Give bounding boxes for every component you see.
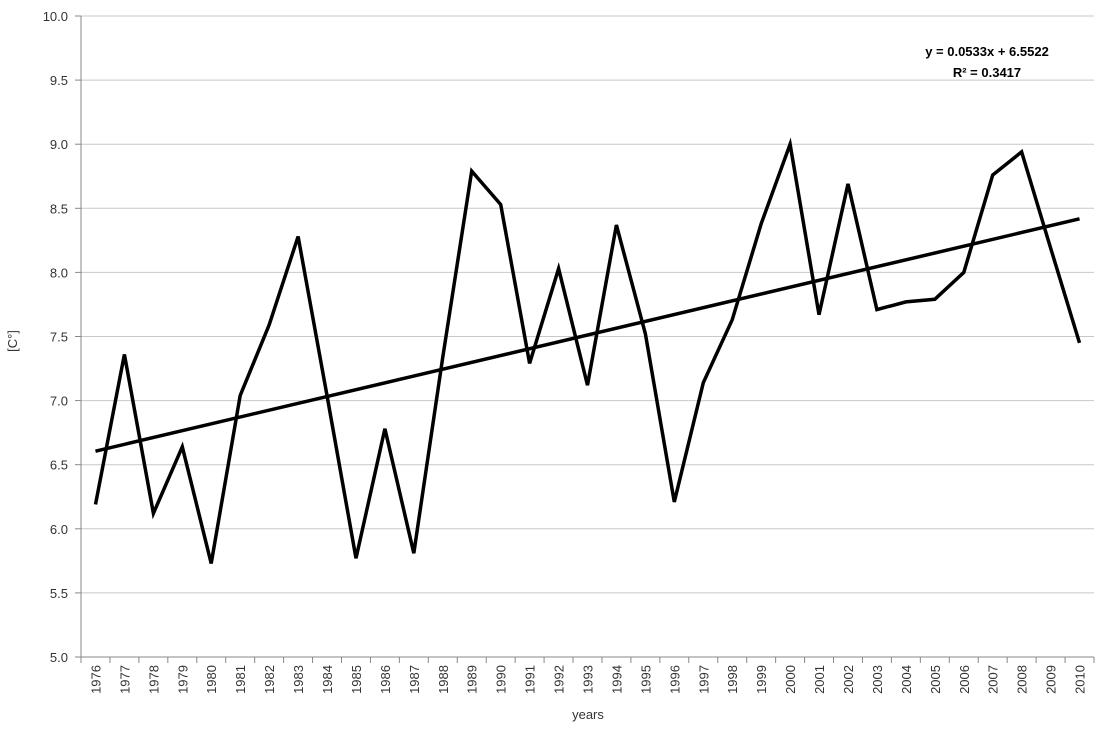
- y-tick-label: 8.5: [50, 201, 68, 216]
- x-tick-label: 1999: [754, 665, 769, 694]
- x-tick-label: 1989: [465, 665, 480, 694]
- x-tick-label: 1995: [638, 665, 653, 694]
- x-tick-label: 2003: [870, 665, 885, 694]
- y-axis-title: [C°]: [5, 330, 20, 352]
- x-tick-label: 2006: [957, 665, 972, 694]
- x-tick-label: 1983: [291, 665, 306, 694]
- x-tick-label: 1990: [494, 665, 509, 694]
- x-tick-label: 1996: [667, 665, 682, 694]
- x-tick-label: 2005: [928, 665, 943, 694]
- y-tick-label: 9.5: [50, 73, 68, 88]
- x-tick-label: 2007: [986, 665, 1001, 694]
- x-tick-label: 2001: [812, 665, 827, 694]
- x-tick-label: 1986: [378, 665, 393, 694]
- x-tick-label: 2008: [1015, 665, 1030, 694]
- x-tick-label: 1980: [204, 665, 219, 694]
- x-tick-label: 1984: [320, 665, 335, 694]
- x-tick-label: 1991: [523, 665, 538, 694]
- x-tick-label: 1982: [262, 665, 277, 694]
- y-tick-label: 9.0: [50, 137, 68, 152]
- x-axis-ticks: 1976 1977 1978 1979 1980 1981 1982 1983 1984 1985…: [80, 657, 1095, 694]
- y-tick-label: 6.5: [50, 458, 68, 473]
- series-line: [93, 137, 1082, 564]
- x-axis-title: years: [572, 707, 604, 722]
- x-tick-label: 1993: [581, 665, 596, 694]
- x-tick-label: 1978: [146, 665, 161, 694]
- series-group: [93, 137, 1082, 564]
- x-tick-label: 1976: [88, 665, 103, 694]
- x-tick-label: 1979: [175, 665, 190, 694]
- x-tick-label: 2002: [841, 665, 856, 694]
- x-tick-label: 2010: [1073, 665, 1088, 694]
- y-tick-label: 7.0: [50, 394, 68, 409]
- x-tick-label: 1988: [436, 665, 451, 694]
- x-tick-label: 1997: [696, 665, 711, 694]
- y-tick-label: 5.0: [50, 650, 68, 665]
- x-tick-label: 1981: [233, 665, 248, 694]
- x-tick-label: 1977: [117, 665, 132, 694]
- x-tick-label: 2000: [783, 665, 798, 694]
- x-tick-label: 1998: [725, 665, 740, 694]
- x-tick-label: 1992: [552, 665, 567, 694]
- y-tick-label: 5.5: [50, 586, 68, 601]
- y-tick-label: 7.5: [50, 330, 68, 345]
- trendline-r2: R² = 0.3417: [953, 65, 1021, 80]
- trendline: [95, 217, 1080, 453]
- y-tick-label: 10.0: [43, 9, 68, 24]
- y-tick-label: 8.0: [50, 265, 68, 280]
- x-tick-label: 1985: [349, 665, 364, 694]
- x-tick-label: 1987: [407, 665, 422, 694]
- x-tick-label: 2009: [1044, 665, 1059, 694]
- trendline-group: [95, 217, 1080, 453]
- y-tick-label: 6.0: [50, 522, 68, 537]
- x-tick-label: 2004: [899, 665, 914, 694]
- y-axis-ticks: 5.0 5.5 6.0 6.5 7.0 7.5 8.0 8.5 9.0 9.5 10.0: [43, 9, 81, 665]
- x-tick-label: 1994: [609, 665, 624, 694]
- trendline-equation: y = 0.0533x + 6.5522: [925, 44, 1049, 59]
